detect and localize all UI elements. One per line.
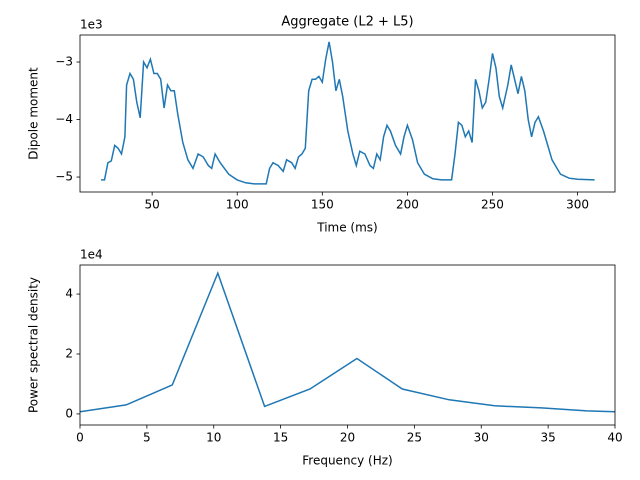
data-line <box>101 41 595 185</box>
axes-frame <box>79 264 616 426</box>
chart-title: Aggregate (L2 + L5) <box>281 15 413 30</box>
x-tick-label: 150 <box>311 198 334 212</box>
x-tick-label: 30 <box>474 431 489 445</box>
x-tick-label: 15 <box>273 431 288 445</box>
x-tick-label: 250 <box>481 198 504 212</box>
x-tick-label: 5 <box>143 431 151 445</box>
y-tick-label: −3 <box>55 55 73 69</box>
x-tick-label: 0 <box>76 431 84 445</box>
x-tick-label: 300 <box>566 198 589 212</box>
x-tick-label: 20 <box>340 431 355 445</box>
x-axis-label: Frequency (Hz) <box>302 454 393 468</box>
y-offset-label: 1e4 <box>80 248 103 262</box>
y-tick-label: −4 <box>55 112 73 126</box>
x-axis-label: Time (ms) <box>316 221 378 235</box>
x-tick-label: 10 <box>206 431 221 445</box>
x-tick-label: 40 <box>607 431 622 445</box>
axes-frame <box>79 34 616 193</box>
x-tick-label: 200 <box>396 198 419 212</box>
data-line <box>80 270 615 413</box>
y-axis-label: Power spectral density <box>27 277 41 413</box>
y-tick-label: 4 <box>65 287 73 301</box>
y-axis-label: Dipole moment <box>27 67 41 160</box>
y-tick-label: 2 <box>65 346 73 360</box>
y-tick-label: 0 <box>65 406 73 420</box>
x-tick-label: 25 <box>407 431 422 445</box>
x-tick-label: 35 <box>540 431 555 445</box>
y-tick-label: −5 <box>55 170 73 184</box>
x-tick-label: 100 <box>226 198 249 212</box>
y-offset-label: 1e3 <box>80 18 103 32</box>
x-tick-label: 50 <box>145 198 160 212</box>
